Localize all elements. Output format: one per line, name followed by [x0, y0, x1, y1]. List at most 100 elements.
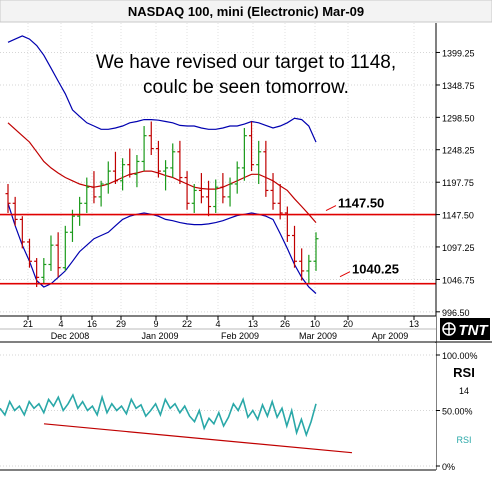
level-callout-tick — [339, 271, 351, 278]
month-label: Dec 2008 — [51, 331, 90, 341]
ohlc-bar — [84, 177, 90, 213]
ohlc-bar — [5, 183, 11, 213]
ohlc-bar — [98, 180, 104, 207]
rsi-line — [0, 393, 317, 438]
price-tick-label: 1298.50 — [442, 113, 475, 123]
price-tick-label: 1399.25 — [442, 48, 475, 58]
ohlc-bar — [241, 127, 247, 181]
ohlc-bar — [284, 206, 290, 242]
rsi-trendline — [43, 423, 353, 454]
ohlc-bar — [26, 238, 32, 268]
ohlc-bar — [234, 161, 240, 194]
bollinger-bands — [7, 35, 317, 294]
ohlc-bar — [163, 160, 169, 191]
price-tick-label: 1197.75 — [442, 178, 474, 188]
rsi-grid — [0, 354, 436, 467]
ohlc-bar — [155, 140, 161, 178]
logo-text: TNT — [458, 322, 489, 339]
ohlc-bar — [34, 258, 40, 288]
ohlc-bar — [77, 196, 83, 226]
bollinger-middle-line — [7, 122, 317, 223]
ohlc-bar — [220, 173, 226, 204]
level-label: 1040.25 — [352, 262, 399, 277]
ohlc-bar — [120, 158, 126, 191]
ohlc-bar — [55, 232, 61, 278]
ohlc-bar — [277, 183, 283, 220]
chart-title: NASDAQ 100, mini (Electronic) Mar-09 — [128, 4, 364, 19]
rsi-layer — [0, 393, 353, 454]
bollinger-lower-line — [7, 203, 317, 294]
ohlc-bar — [134, 155, 140, 188]
tnt-logo: TNT — [440, 318, 490, 340]
rsi-tick-label: 50.00% — [442, 407, 473, 417]
ohlc-bar — [198, 173, 204, 204]
ohlc-bar — [227, 177, 233, 207]
ohlc-bar — [62, 225, 68, 271]
day-label: 29 — [116, 319, 126, 329]
price-tick-label: 996.50 — [442, 308, 470, 318]
day-label: 16 — [87, 319, 97, 329]
ohlc-bar — [41, 258, 47, 284]
day-label: 21 — [23, 319, 33, 329]
annotation-line-2: coulc be seen tomorrow. — [143, 77, 349, 98]
price-tick-label: 1147.50 — [442, 211, 474, 221]
ohlc-bar — [306, 254, 312, 284]
ohlc-bar — [112, 151, 118, 184]
month-label: Apr 2009 — [372, 331, 409, 341]
ohlc-bar — [270, 173, 276, 210]
ohlc-bar — [48, 235, 54, 271]
price-tick-label: 1348.75 — [442, 81, 475, 91]
day-label: 10 — [310, 319, 320, 329]
ohlc-bar — [249, 121, 255, 172]
price-bars — [5, 121, 319, 288]
rsi-title: RSI — [453, 365, 475, 380]
ohlc-bar — [19, 216, 25, 249]
price-axis — [436, 23, 492, 316]
ohlc-bar — [292, 225, 298, 268]
price-tick-label: 1097.25 — [442, 243, 475, 253]
ohlc-bar — [12, 196, 18, 226]
ohlc-bar — [299, 248, 305, 281]
day-label: 26 — [280, 319, 290, 329]
bollinger-upper-line — [7, 35, 317, 143]
day-label: 20 — [343, 319, 353, 329]
title-bar — [0, 0, 492, 23]
rsi-tick-label: 100.00% — [442, 351, 478, 361]
rsi-period: 14 — [459, 386, 469, 396]
price-tick-labels: 1399.25 1348.75 1298.50 1248.25 1197.75 1147.… — [436, 48, 475, 318]
rsi-legend: RSI — [456, 435, 471, 445]
level-label: 1147.50 — [338, 196, 384, 211]
day-label: 13 — [248, 319, 258, 329]
annotation-line-1: We have revised our target to 1148, — [96, 52, 396, 73]
rsi-panel — [0, 343, 436, 470]
day-label: 22 — [182, 319, 192, 329]
ohlc-bar — [127, 148, 133, 178]
month-label: Jan 2009 — [141, 331, 178, 341]
level-callout-tick — [325, 205, 337, 212]
day-label: 4 — [215, 319, 220, 329]
ohlc-bar — [256, 140, 262, 184]
month-label: Feb 2009 — [221, 331, 259, 341]
ohlc-bar — [263, 140, 269, 197]
ohlc-bar — [141, 126, 147, 172]
day-label: 9 — [153, 319, 158, 329]
ohlc-bar — [105, 161, 111, 194]
rsi-tick-labels: 100.00% 50.00% 0% — [436, 351, 478, 472]
ohlc-bar — [91, 171, 97, 204]
day-label: 4 — [58, 319, 63, 329]
ohlc-bar — [184, 171, 190, 210]
price-grid — [0, 23, 436, 316]
month-label: Mar 2009 — [299, 331, 337, 341]
ohlc-bar — [148, 121, 154, 156]
ohlc-bar — [191, 183, 197, 213]
rsi-tick-label: 0% — [442, 462, 455, 472]
support-resistance-lines: 1147.50 1040.25 — [0, 196, 436, 285]
ohlc-bar — [177, 140, 183, 184]
date-labels: 21 4 16 29 9 22 4 13 26 10 20 13 Dec 2008 Jan 2009 Feb… — [23, 316, 419, 341]
price-tick-label: 1046.75 — [442, 275, 475, 285]
day-label: 13 — [409, 319, 419, 329]
ohlc-bar — [206, 180, 212, 217]
ohlc-bar — [313, 232, 319, 271]
